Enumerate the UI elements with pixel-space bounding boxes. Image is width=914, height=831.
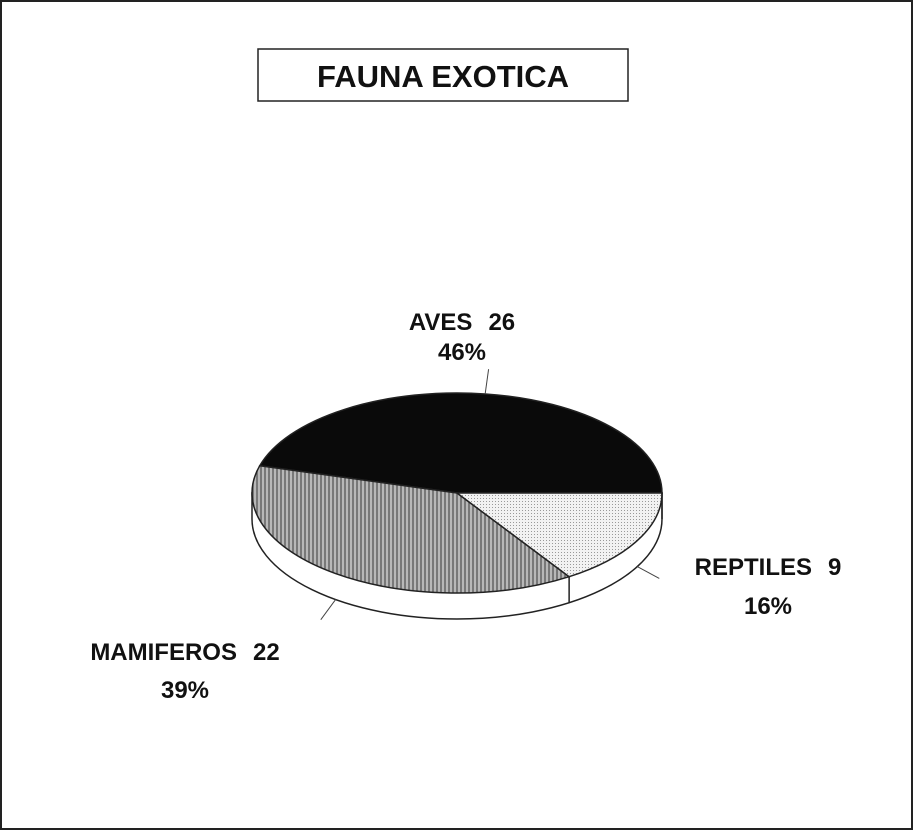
percent-label: 46% — [438, 339, 486, 366]
chart-title: FAUNA EXOTICA — [317, 59, 569, 94]
percent-label: 16% — [744, 593, 792, 620]
pie-slice — [454, 492, 663, 578]
value-label: 9 — [828, 554, 841, 581]
category-label: REPTILES — [695, 554, 812, 581]
data-label: AVES 26 — [409, 309, 515, 336]
data-label: MAMIFEROS 22 — [90, 639, 279, 666]
leader-line — [484, 369, 490, 395]
leader-line — [320, 599, 336, 621]
data-label: REPTILES 9 — [695, 554, 842, 581]
title-box — [257, 48, 629, 102]
leader-line — [637, 566, 660, 579]
value-label: 26 — [488, 309, 515, 336]
category-label: MAMIFEROS — [90, 639, 237, 666]
category-label: AVES — [409, 309, 473, 336]
pie-slice — [251, 464, 571, 594]
percent-label: 39% — [161, 677, 209, 704]
value-label: 22 — [253, 639, 280, 666]
pie-slice — [258, 392, 663, 494]
